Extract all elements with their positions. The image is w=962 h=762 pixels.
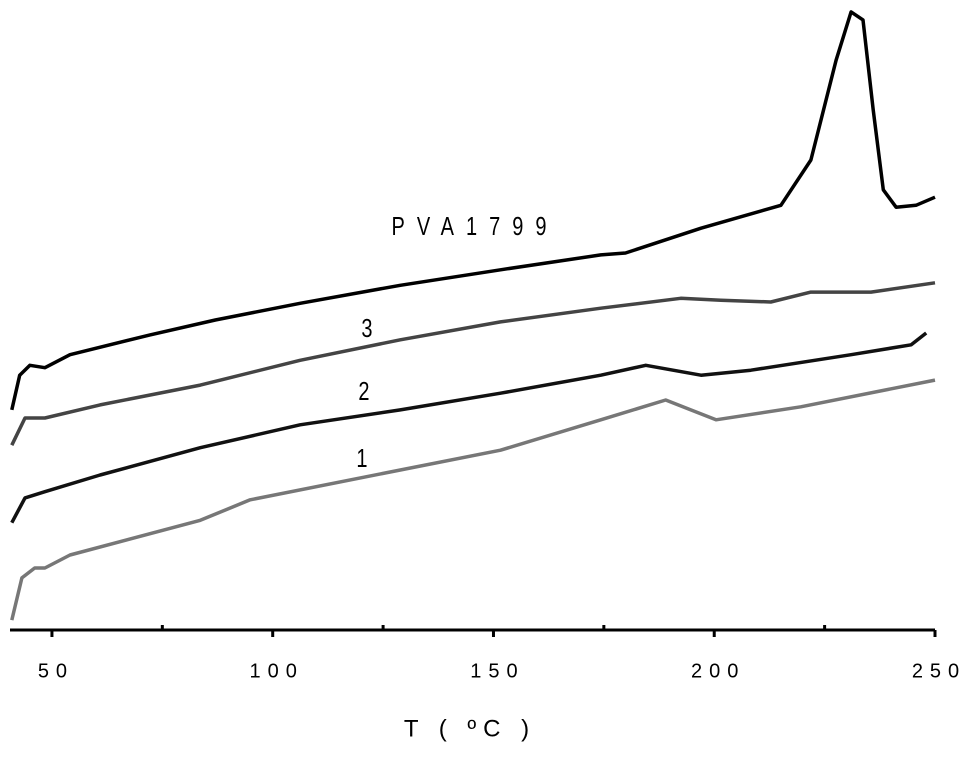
- series-line: [10, 378, 936, 621]
- series-line: [10, 10, 936, 411]
- series-line: [10, 281, 936, 446]
- series-label: 2: [358, 376, 381, 405]
- series-label: PVA1799: [391, 211, 558, 240]
- x-tick-label: 200: [691, 660, 745, 682]
- x-tick-label: 100: [250, 660, 304, 682]
- x-tick-label: 250: [912, 660, 962, 682]
- series-label: 3: [361, 313, 384, 342]
- x-tick-label: 50: [38, 660, 74, 682]
- series-line: [10, 331, 928, 524]
- x-axis-label: T ( ºC ): [404, 715, 536, 742]
- series-label: 1: [356, 443, 379, 472]
- x-tick-label: 150: [470, 660, 524, 682]
